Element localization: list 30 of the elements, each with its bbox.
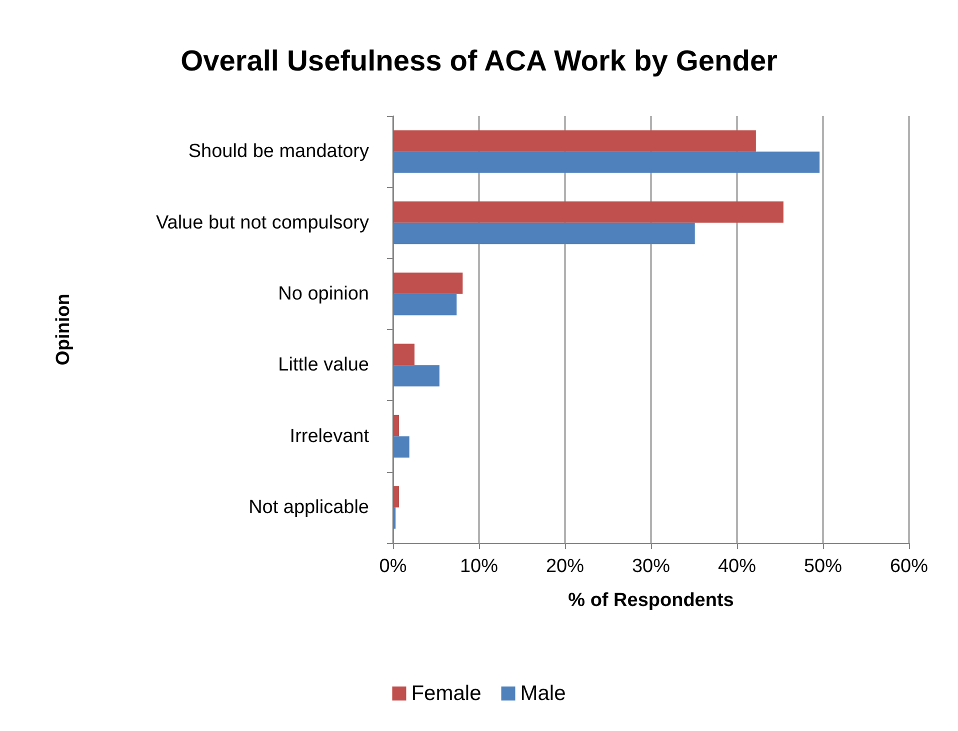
bar [393, 414, 400, 436]
bar [393, 222, 695, 244]
bar [393, 130, 756, 152]
x-tick-label: 10% [460, 556, 498, 577]
bar [393, 486, 400, 508]
bar [393, 272, 463, 294]
x-tick-label: 0% [379, 556, 407, 577]
bar [393, 436, 410, 458]
y-tick-label: Not applicable [248, 496, 369, 518]
y-tick-label: Value but not compulsory [156, 212, 370, 234]
bar [393, 365, 440, 386]
x-tick-label: 40% [718, 556, 756, 577]
x-tick-label: 60% [890, 556, 928, 577]
chart-title: Overall Usefulness of ACA Work by Gender [180, 46, 778, 78]
x-tick-label: 20% [546, 556, 584, 577]
x-tick-label: 50% [804, 556, 842, 577]
legend-label: Male [520, 682, 566, 705]
y-tick-label: Should be mandatory [188, 141, 370, 162]
y-tick-label: No opinion [278, 283, 369, 304]
bar [393, 344, 414, 366]
x-tick-label: 30% [632, 556, 670, 577]
y-tick-label: Little value [278, 354, 369, 376]
x-axis-title: % of Respondents [568, 590, 734, 611]
bar [393, 294, 457, 316]
y-axis-title: Opinion [53, 294, 74, 366]
bar [393, 507, 396, 529]
bar [393, 201, 784, 223]
legend-label: Female [411, 682, 482, 705]
y-tick-label: Irrelevant [290, 426, 370, 447]
bar [393, 152, 820, 173]
